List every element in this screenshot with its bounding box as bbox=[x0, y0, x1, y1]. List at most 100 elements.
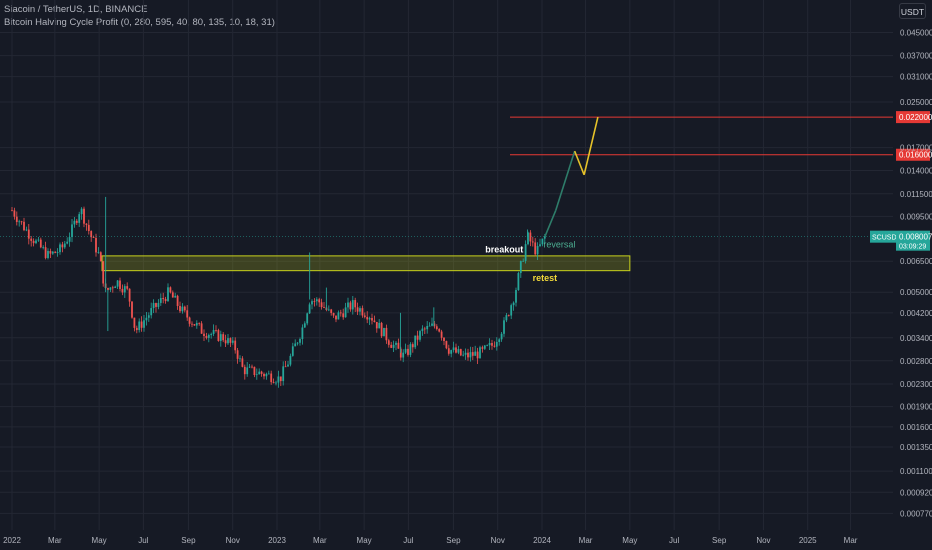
candle-body bbox=[313, 301, 316, 302]
x-tick-label: 2024 bbox=[533, 536, 551, 545]
candle-body bbox=[423, 328, 426, 330]
candle-body bbox=[143, 320, 145, 328]
candle-body bbox=[522, 260, 525, 262]
candle-body bbox=[378, 322, 381, 329]
candle-body bbox=[354, 300, 357, 308]
candle-body bbox=[481, 347, 484, 349]
candle-body bbox=[270, 373, 273, 383]
level-tag-label: 0.016000 bbox=[899, 151, 932, 160]
candle-body bbox=[241, 358, 244, 367]
candle-body bbox=[299, 339, 301, 343]
candle-body bbox=[258, 371, 261, 375]
y-tick-label: 0.001600 bbox=[900, 423, 932, 432]
candle-body bbox=[152, 303, 155, 309]
y-tick-label: 0.000770 bbox=[900, 509, 932, 518]
candle-body bbox=[109, 287, 112, 290]
candle-body bbox=[498, 339, 501, 343]
candle-body bbox=[337, 312, 340, 320]
currency-unit-button[interactable]: USDT bbox=[899, 3, 926, 19]
candle-body bbox=[63, 243, 66, 248]
candle-body bbox=[469, 352, 472, 358]
candle-body bbox=[123, 286, 126, 293]
y-tick-label: 0.001900 bbox=[900, 403, 932, 412]
y-tick-label: 0.011500 bbox=[900, 190, 932, 199]
candle-body bbox=[210, 333, 213, 335]
candle-body bbox=[491, 343, 493, 346]
candle-body bbox=[56, 252, 59, 253]
candle-body bbox=[224, 340, 227, 344]
y-tick-label: 0.003400 bbox=[900, 334, 932, 343]
candle-body bbox=[294, 343, 297, 347]
candle-body bbox=[275, 382, 277, 384]
candle-body bbox=[493, 345, 496, 347]
y-tick-label: 0.001100 bbox=[900, 467, 932, 476]
candle-body bbox=[284, 366, 287, 368]
candle-body bbox=[419, 331, 421, 340]
candle-body bbox=[179, 305, 181, 312]
candle-body bbox=[107, 287, 109, 290]
candle-body bbox=[80, 208, 83, 215]
y-tick-label: 0.002800 bbox=[900, 357, 932, 366]
candle-body bbox=[171, 292, 174, 298]
candle-body bbox=[128, 288, 131, 302]
candle-body bbox=[18, 221, 21, 223]
candle-body bbox=[543, 235, 546, 239]
candle-body bbox=[303, 323, 306, 328]
candle-body bbox=[363, 315, 366, 317]
candle-body bbox=[507, 315, 510, 316]
candle-body bbox=[39, 239, 42, 248]
candle-body bbox=[390, 344, 393, 348]
candle-body bbox=[440, 331, 443, 338]
y-tick-label: 0.031000 bbox=[900, 73, 932, 82]
candle-body bbox=[54, 251, 57, 253]
x-tick-label: Nov bbox=[226, 536, 240, 545]
candle-body bbox=[503, 320, 505, 334]
candle-body bbox=[186, 310, 189, 318]
candle-body bbox=[195, 322, 198, 326]
countdown-label: 03:09:29 bbox=[899, 244, 926, 251]
candle-body bbox=[145, 317, 148, 321]
projection-segment bbox=[544, 209, 557, 237]
level-tag-label: 0.022000 bbox=[899, 113, 932, 122]
candle-body bbox=[447, 348, 450, 354]
y-axis[interactable]: 0.045000 0.037000 0.031000 0.025000 0.017000… bbox=[900, 29, 932, 519]
candle-body bbox=[296, 342, 299, 344]
candle-body bbox=[306, 313, 309, 324]
candle-body bbox=[174, 295, 177, 298]
candle-body bbox=[359, 308, 361, 312]
y-tick-label: 0.009500 bbox=[900, 212, 932, 221]
candle-body bbox=[407, 348, 409, 355]
candle-body bbox=[311, 301, 313, 305]
x-tick-label: May bbox=[622, 536, 637, 545]
x-tick-label: Mar bbox=[579, 536, 593, 545]
candle-body bbox=[387, 340, 390, 345]
candle-body bbox=[23, 221, 25, 231]
candle-body bbox=[164, 299, 167, 302]
annotation-retest: retest bbox=[533, 273, 558, 283]
candle-body bbox=[200, 323, 203, 334]
x-tick-label: Nov bbox=[756, 536, 770, 545]
candle-body bbox=[61, 244, 64, 248]
candle-body bbox=[47, 251, 49, 258]
candle-body bbox=[383, 327, 385, 337]
x-tick-label: Sep bbox=[181, 536, 196, 545]
x-tick-label: 2022 bbox=[3, 536, 21, 545]
candle-body bbox=[426, 325, 429, 330]
candle-body bbox=[342, 313, 345, 318]
annotation-breakout: breakout bbox=[485, 244, 523, 254]
candle-body bbox=[431, 323, 433, 326]
candle-body bbox=[255, 374, 258, 376]
candle-body bbox=[183, 306, 186, 311]
candle-body bbox=[277, 376, 280, 383]
candle-body bbox=[435, 326, 438, 330]
level-tag bbox=[896, 111, 930, 124]
candle-body bbox=[150, 308, 153, 316]
candle-body bbox=[332, 312, 335, 316]
x-axis[interactable]: 2022 Mar May Jul Sep Nov 2023 Mar May Jul Sep Nov 20… bbox=[3, 536, 858, 545]
candle-body bbox=[44, 247, 47, 258]
candle-body bbox=[339, 312, 342, 314]
candle-body bbox=[416, 335, 419, 340]
candle-body bbox=[176, 295, 179, 306]
candle-body bbox=[42, 247, 45, 249]
